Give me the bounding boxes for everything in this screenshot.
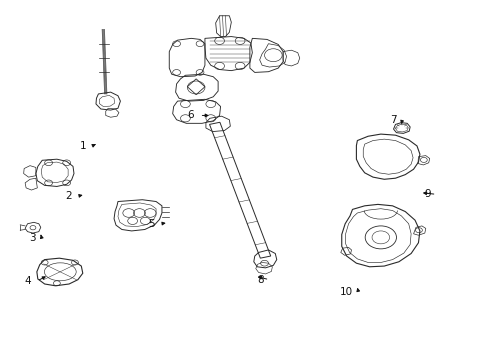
Text: 6: 6 bbox=[187, 111, 194, 121]
Text: 2: 2 bbox=[65, 191, 72, 201]
Text: 9: 9 bbox=[424, 189, 431, 199]
Text: 3: 3 bbox=[29, 233, 36, 243]
Text: 10: 10 bbox=[340, 287, 352, 297]
Text: 5: 5 bbox=[148, 219, 155, 229]
Text: 1: 1 bbox=[79, 141, 86, 151]
Text: 8: 8 bbox=[257, 275, 264, 285]
Text: 7: 7 bbox=[390, 115, 396, 125]
Text: 4: 4 bbox=[24, 276, 31, 286]
